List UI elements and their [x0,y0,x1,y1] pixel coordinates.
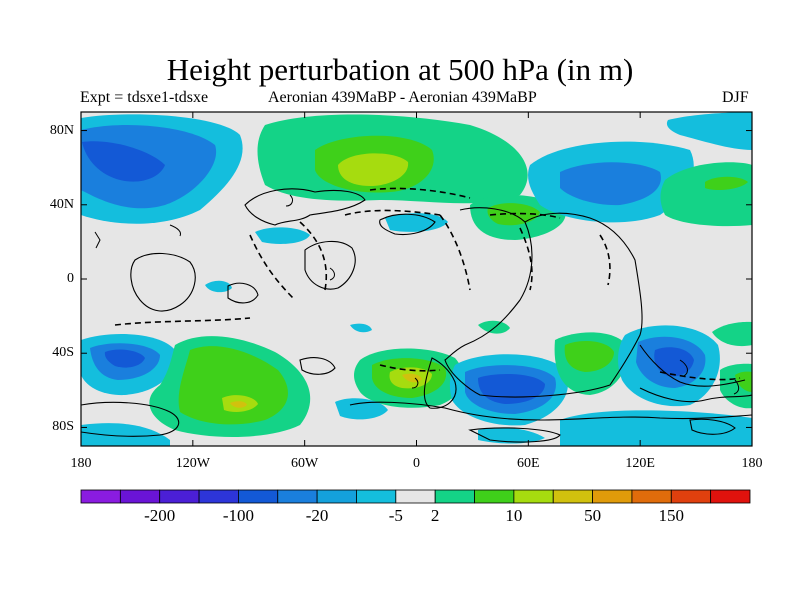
x-tick-label: 180 [70,456,92,471]
colorbar-label: -200 [144,506,176,525]
anomaly-positive-indian-ocean [478,320,629,395]
colorbar-swatch [670,489,712,504]
anomaly-northeast [660,112,752,227]
x-tick-label: 0 [413,456,420,471]
anomaly-small-north [205,213,448,293]
x-tick-label: 180 [741,456,763,471]
y-tick-label: 40S [52,345,74,361]
x-tick-label: 60W [291,456,319,471]
colorbar-swatch [631,489,672,504]
colorbar-swatch [710,489,751,504]
y-tick-label: 80N [49,122,74,138]
colorbar-swatch [80,489,121,504]
y-tick-label: 40N [49,196,74,212]
x-tick-label: 60E [517,456,540,471]
anomaly-positive-south-atlantic [335,323,464,420]
plot-title: Height perturbation at 500 hPa (in m) [166,52,634,87]
colorbar-swatch [592,489,633,504]
map-field [81,112,752,446]
colorbar [80,489,751,504]
subduction-zones [114,187,741,381]
colorbar-swatch [356,489,397,504]
colorbar-swatch [277,489,318,504]
experiment-label: Expt = tdsxe1-tdsxe [80,89,209,106]
anomaly-negative-south-pacific [81,334,176,396]
colorbar-swatch [395,489,436,504]
colorbar-swatch [316,489,357,504]
colorbar-label: -100 [222,506,254,525]
colorbar-label: 150 [658,506,685,525]
colorbar-label: -5 [388,506,403,525]
anomaly-positive-north-atlantic [257,114,528,204]
y-tick-label: 80S [52,419,74,435]
colorbar-label: 50 [584,506,602,525]
y-tick-label: 0 [67,271,74,286]
axis-ticks [80,112,753,446]
anomaly-negative-siberia [528,141,694,223]
colorbar-label: 10 [505,506,523,525]
colorbar-swatch [513,489,554,504]
colorbar-swatch [552,489,593,504]
colorbar-swatch [238,489,279,504]
season-label: DJF [722,89,749,106]
continent-outlines [81,188,752,443]
x-tick-label: 120E [625,456,655,471]
colorbar-swatch [119,489,161,504]
colorbar-swatch [434,489,475,504]
colorbar-swatch [159,489,200,504]
small-islands [94,194,740,395]
anomaly-positive-central [470,194,566,240]
anomaly-positive-south-pacific [149,336,311,437]
colorbar-label: -20 [305,506,329,525]
colorbar-swatch [198,489,239,504]
anomaly-negative-nw [81,114,243,224]
period-label: Aeronian 439MaBP - Aeronian 439MaBP [268,89,537,106]
colorbar-swatch [474,489,515,504]
x-tick-label: 120W [175,456,210,471]
colorbar-label: 2 [430,506,440,525]
